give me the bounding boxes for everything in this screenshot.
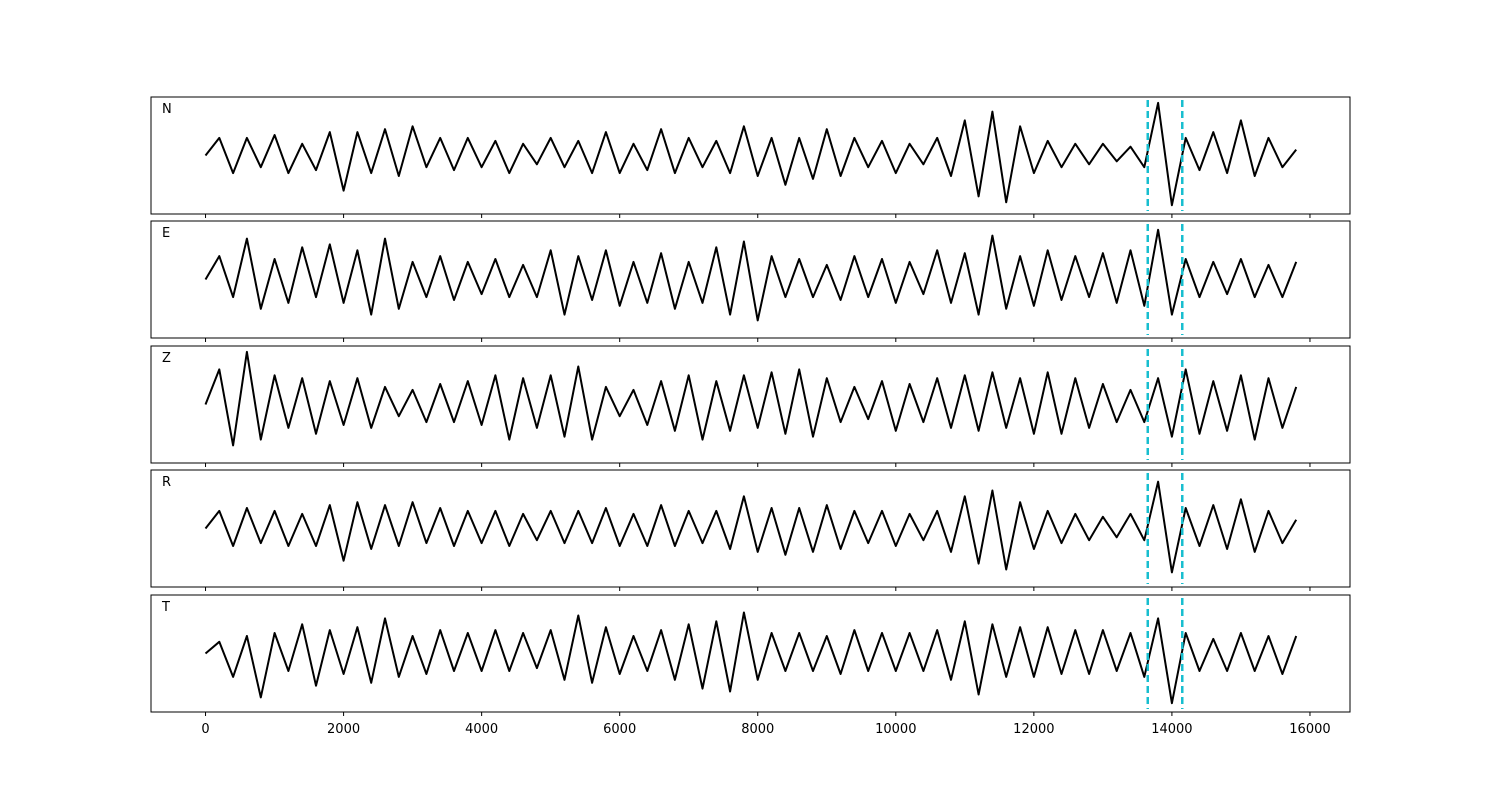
panel-frame [150, 469, 1351, 588]
x-tick-label: 8000 [741, 722, 774, 737]
trace [204, 480, 1298, 574]
trace [204, 228, 1298, 322]
x-tick-label: 16000 [1289, 722, 1330, 737]
panel-frame [150, 345, 1351, 464]
x-tick-label: 2000 [327, 722, 360, 737]
x-tick-label: 4000 [465, 722, 498, 737]
x-tick-label: 6000 [603, 722, 636, 737]
x-tick-label: 12000 [1013, 722, 1054, 737]
trace [204, 611, 1298, 705]
trace [204, 101, 1297, 207]
panel-frame [150, 594, 1351, 713]
panel-label: R [162, 475, 171, 490]
panel-frame [150, 96, 1351, 215]
x-tick-label: 0 [201, 722, 209, 737]
panel-label: E [162, 226, 170, 241]
x-tick-label: 14000 [1151, 722, 1192, 737]
panel-frame [150, 220, 1351, 339]
trace [204, 350, 1298, 447]
panel-label: Z [162, 351, 171, 366]
panel-label: T [161, 600, 170, 615]
x-tick-label: 10000 [875, 722, 916, 737]
panel-label: N [162, 102, 172, 117]
